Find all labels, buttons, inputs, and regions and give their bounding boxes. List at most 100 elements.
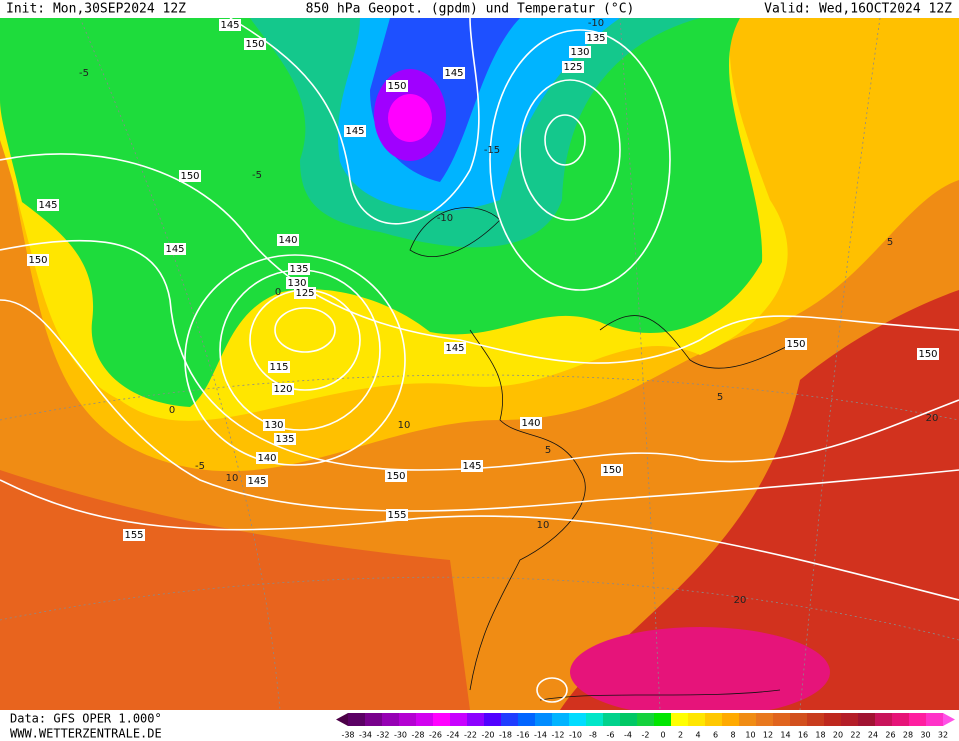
color-legend: -38 -34 -32 -30 -28 -26 -24 -22 -20 -18 -16 -14 -12-… (336, 713, 955, 740)
legend-arrow (943, 713, 955, 726)
legend-tick-label: -12 (551, 731, 564, 740)
label-box (272, 383, 294, 395)
legend-tick-label: -26 (429, 731, 442, 740)
legend-tick-label: -4 (624, 731, 632, 740)
geopotential-label: 135 (289, 264, 308, 275)
legend-tick-label: -30 (394, 731, 407, 740)
map-area (0, 17, 959, 717)
legend-swatch (416, 713, 434, 726)
geopotential-label: 150 (387, 81, 406, 92)
legend-swatch (909, 713, 927, 726)
label-box (244, 38, 266, 50)
geopotential-label: 155 (387, 510, 406, 521)
legend-swatch (773, 713, 791, 726)
temperature-label: -5 (195, 461, 205, 472)
geopotential-label: 145 (445, 343, 464, 354)
label-box (286, 277, 308, 289)
legend-swatch (875, 713, 893, 726)
data-source: Data: GFS OPER 1.000° (10, 712, 162, 726)
geopotential-label: 145 (38, 200, 57, 211)
legend-tick-label: 32 (938, 731, 948, 740)
label-box (277, 234, 299, 246)
geopotential-label: 150 (245, 39, 264, 50)
cold-core-center (388, 94, 432, 142)
label-box (601, 464, 623, 476)
legend-swatch (603, 713, 621, 726)
legend-swatch (671, 713, 689, 726)
legend-swatch (858, 713, 876, 726)
geopotential-label: 125 (563, 62, 582, 73)
geopotential-label: 135 (586, 33, 605, 44)
label-box (917, 348, 939, 360)
temperature-label: 10 (226, 473, 239, 484)
label-box (294, 287, 316, 299)
geopotential-label: 155 (124, 530, 143, 541)
label-box (256, 452, 278, 464)
legend-swatch (824, 713, 842, 726)
temperature-label: 5 (545, 445, 551, 456)
legend-tick-label: 18 (815, 731, 825, 740)
geopotential-label: 125 (295, 288, 314, 299)
geopotential-label: 115 (269, 362, 288, 373)
very-hot-region (570, 627, 830, 717)
legend-swatch (637, 713, 655, 726)
legend-swatch (586, 713, 604, 726)
legend-swatch (365, 713, 383, 726)
temperature-label: -15 (484, 145, 500, 156)
geopotential-label: 130 (570, 47, 589, 58)
legend-tick-label: -10 (569, 731, 582, 740)
geopotential-label: 150 (786, 339, 805, 350)
legend-swatch (654, 713, 672, 726)
label-box (785, 338, 807, 350)
label-box (288, 263, 310, 275)
legend-tick-label: -18 (499, 731, 512, 740)
geopotential-label: 150 (28, 255, 47, 266)
legend-tick-label: 20 (833, 731, 843, 740)
geopotential-label: 145 (220, 20, 239, 31)
hot-region (560, 290, 959, 710)
legend-tick-label: -20 (481, 731, 494, 740)
legend-tick-label: 16 (798, 731, 808, 740)
legend-tick-label: 24 (868, 731, 878, 740)
legend-tick-label: 6 (713, 731, 718, 740)
legend-swatch (348, 713, 366, 726)
legend-swatch (841, 713, 859, 726)
geopotential-label: 130 (287, 278, 306, 289)
label-box (461, 460, 483, 472)
temperature-label: 0 (169, 405, 175, 416)
geopotential-label: 140 (257, 453, 276, 464)
geopotential-label: 145 (165, 244, 184, 255)
legend-tick-label: -34 (359, 731, 372, 740)
geopotential-label: 145 (462, 461, 481, 472)
temperature-label: 5 (887, 237, 893, 248)
temperature-label: 20 (926, 413, 939, 424)
legend-swatch (450, 713, 468, 726)
temperature-label: 10 (537, 520, 550, 531)
label-box (179, 170, 201, 182)
label-box (569, 46, 591, 58)
geopotential-contours (0, 17, 959, 703)
geopotential-label: 145 (345, 126, 364, 137)
legend-tick-label: 12 (763, 731, 773, 740)
legend-swatch (501, 713, 519, 726)
temperature-label: -5 (252, 170, 262, 181)
geopotential-label: 130 (264, 420, 283, 431)
legend-swatch (399, 713, 417, 726)
legend-tick-label: -8 (589, 731, 597, 740)
geopotential-label: 150 (602, 465, 621, 476)
temperature-label: -5 (79, 68, 89, 79)
legend-swatch (807, 713, 825, 726)
legend-tick-label: 28 (903, 731, 913, 740)
legend-tick-label: -6 (607, 731, 615, 740)
warm-region (0, 470, 470, 710)
geopotential-label: 150 (386, 471, 405, 482)
label-box (585, 32, 607, 44)
label-box (263, 419, 285, 431)
label-box (123, 529, 145, 541)
geopotential-label: 140 (278, 235, 297, 246)
temperature-label: 20 (734, 595, 747, 606)
legend-swatch (892, 713, 910, 726)
legend-arrow (336, 713, 348, 726)
legend-tick-label: -28 (411, 731, 424, 740)
legend-tick-label: 8 (730, 731, 735, 740)
